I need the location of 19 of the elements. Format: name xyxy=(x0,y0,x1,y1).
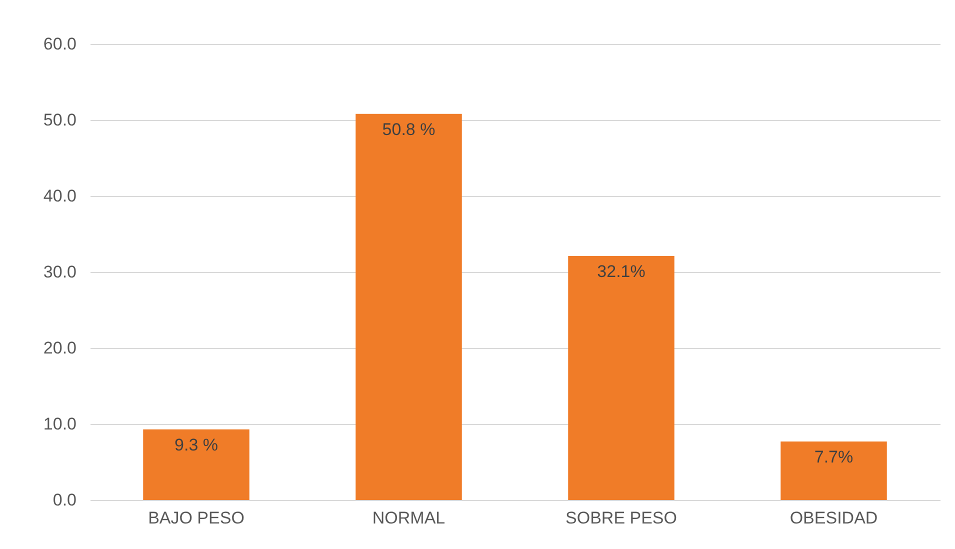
bar xyxy=(568,256,674,500)
y-tick-label: 40.0 xyxy=(43,186,76,206)
y-tick-label: 30.0 xyxy=(43,262,76,282)
y-tick-label: 0.0 xyxy=(52,490,76,510)
y-tick-label: 20.0 xyxy=(43,338,76,358)
y-tick-label: 10.0 xyxy=(43,414,76,434)
bar xyxy=(356,114,462,500)
bar xyxy=(780,441,887,500)
y-tick-label: 60.0 xyxy=(43,34,76,54)
data-label: 50.8 % xyxy=(382,120,436,139)
x-tick-label: SOBRE PESO xyxy=(566,508,677,528)
bar xyxy=(143,429,250,500)
y-tick-label: 50.0 xyxy=(43,110,76,130)
data-label: 9.3 % xyxy=(174,435,218,454)
x-tick-label: NORMAL xyxy=(372,508,446,528)
data-label: 7.7% xyxy=(814,447,854,466)
data-label: 32.1% xyxy=(597,262,646,282)
x-tick-label: OBESIDAD xyxy=(790,508,878,528)
x-tick-label: BAJO PESO xyxy=(148,508,244,528)
